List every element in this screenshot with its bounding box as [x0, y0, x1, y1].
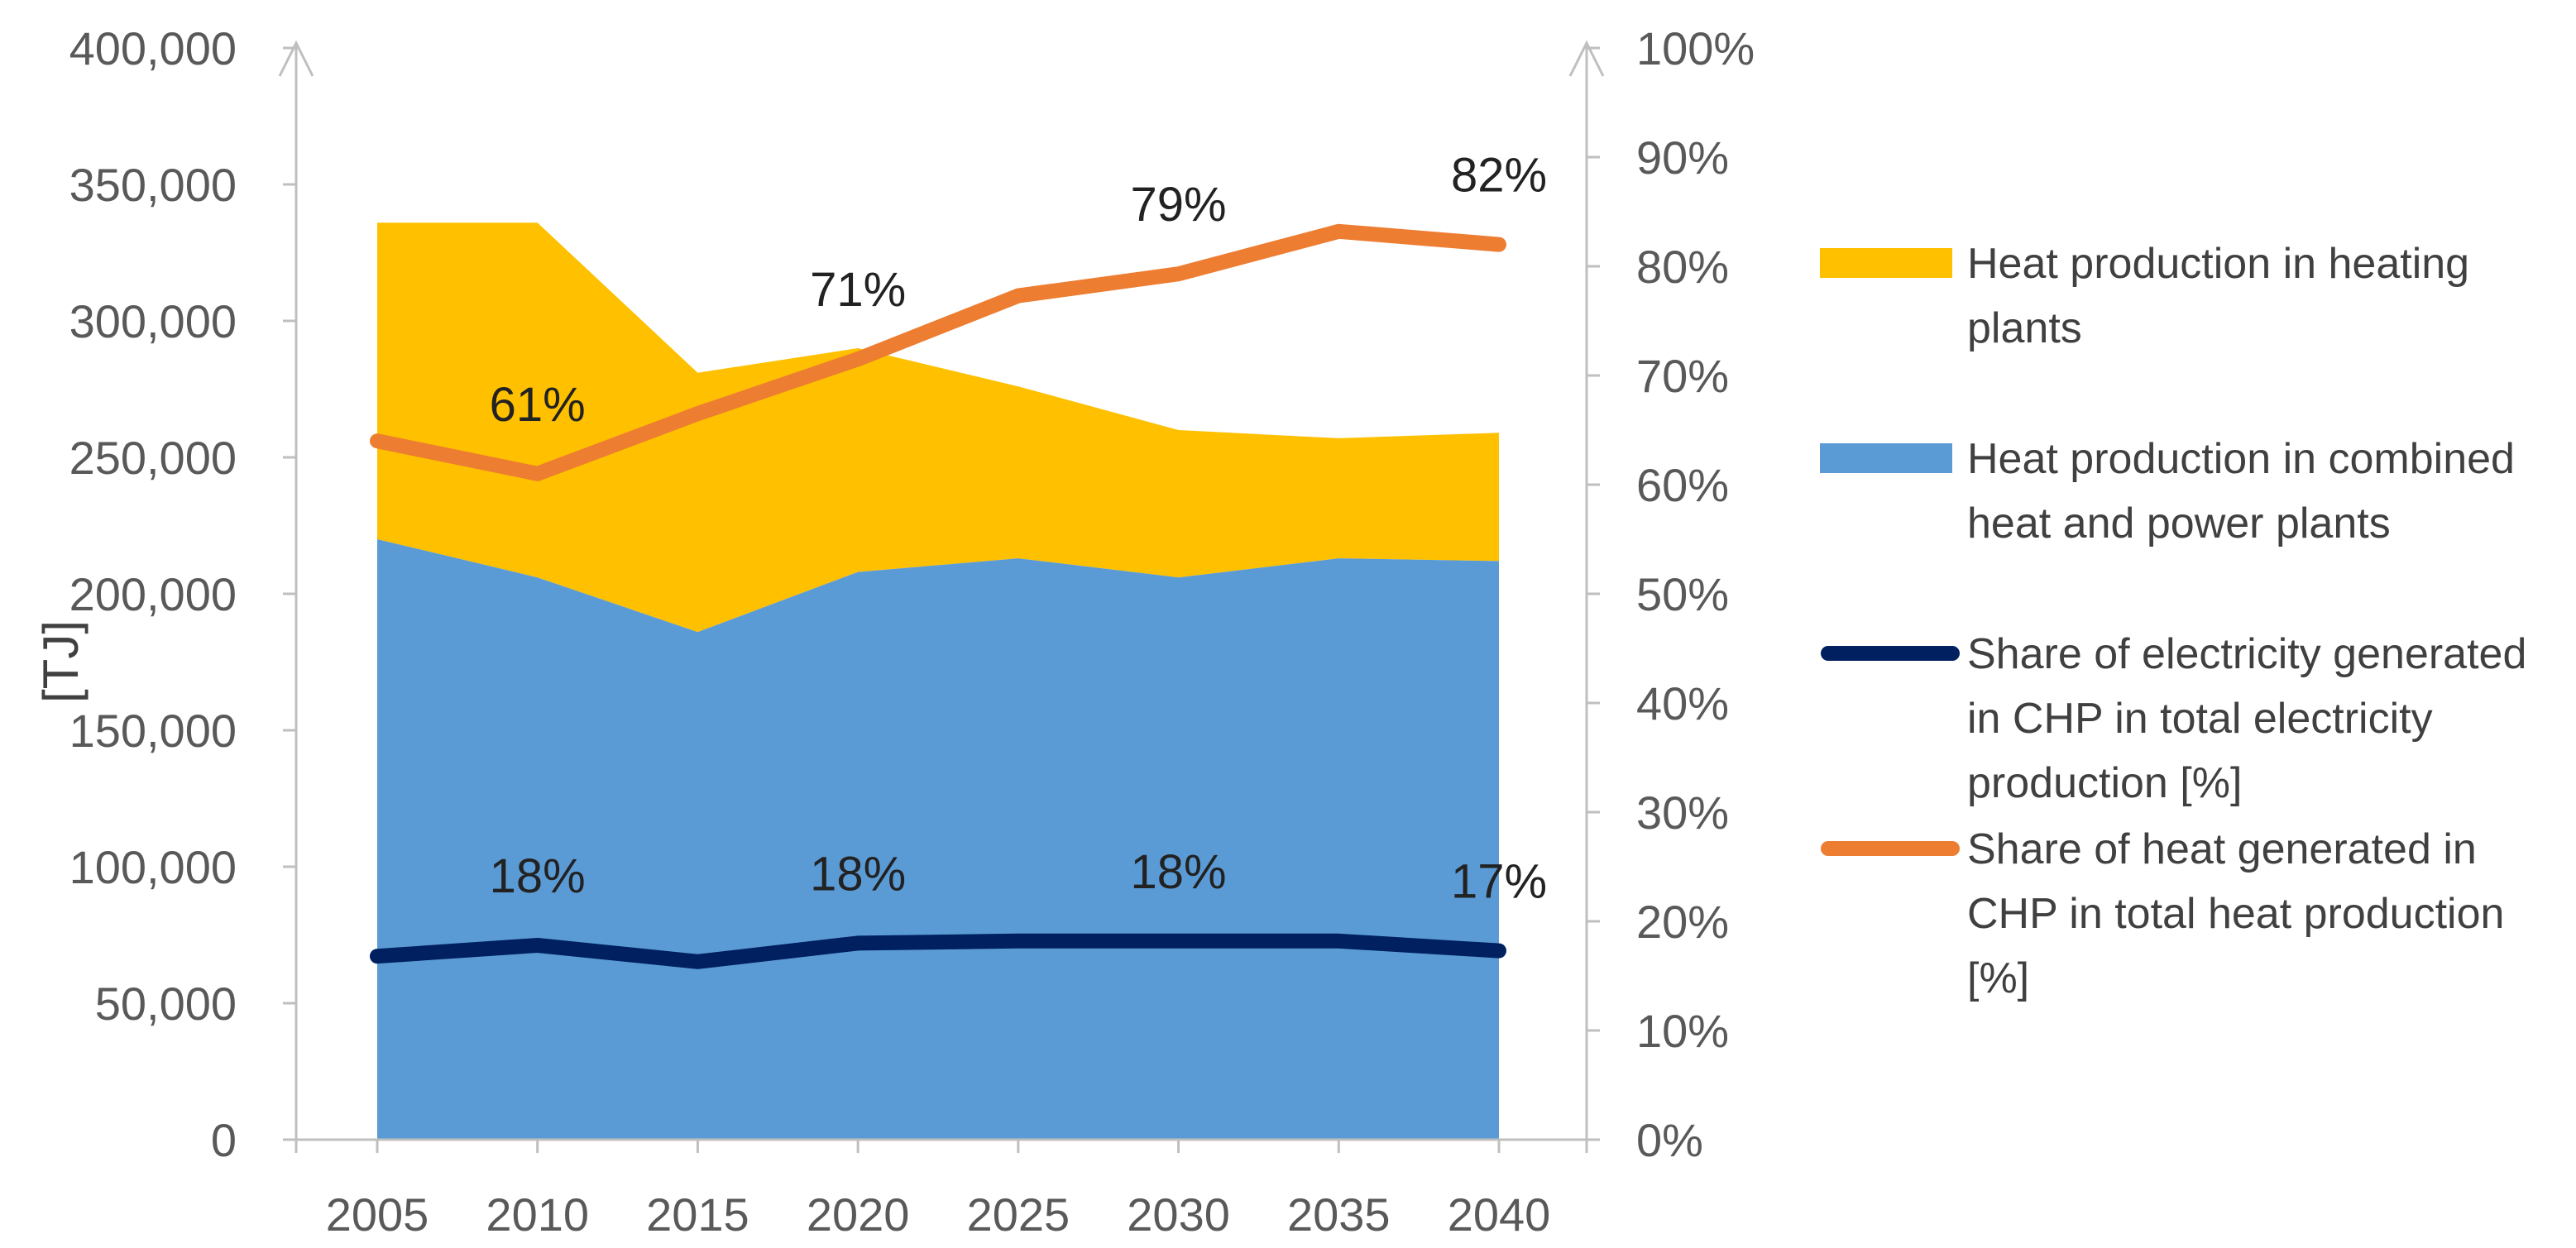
right-tick-label: 70%: [1636, 350, 1729, 402]
right-tick-label: 10%: [1636, 1005, 1729, 1057]
legend-entry: Share of heat generated in CHP in total h…: [1821, 825, 2504, 1002]
x-tick-label: 2005: [326, 1188, 429, 1241]
right-tick-label: 30%: [1636, 787, 1729, 839]
right-axis-arrow: [1568, 40, 1605, 77]
legend-swatch: [1820, 248, 1952, 278]
legend-label: CHP in total heat production: [1967, 890, 2504, 938]
right-tick-label: 50%: [1636, 568, 1729, 620]
right-tick-label: 90%: [1636, 131, 1729, 184]
right-tick-label: 100%: [1636, 22, 1755, 74]
left-tick-label: 50,000: [95, 978, 237, 1030]
right-tick-label: 60%: [1636, 459, 1729, 511]
legend-entry: Heat production in combined heat and powe…: [1820, 435, 2515, 547]
left-axis-arrow: [278, 40, 314, 77]
left-tick-label: 300,000: [69, 295, 237, 347]
left-tick-label: 250,000: [69, 432, 237, 484]
right-tick-label: 0%: [1636, 1114, 1703, 1166]
label-layer: 18% 18% 18% 17% 61% 71% 79% 82%: [490, 149, 1547, 909]
legend-label: Share of electricity generated: [1967, 630, 2526, 678]
left-tick-label: 100,000: [69, 841, 237, 893]
x-tick-label: 2020: [807, 1188, 910, 1241]
left-tick-label: 200,000: [69, 568, 237, 620]
legend-label: plants: [1967, 304, 2082, 352]
x-tick-label: 2015: [646, 1188, 749, 1241]
x-tick-label: 2040: [1448, 1188, 1551, 1241]
data-label-heat-share: 79%: [1131, 178, 1227, 232]
x-tick-label: 2010: [486, 1188, 589, 1241]
legend-label: Heat production in heating: [1967, 240, 2469, 288]
line-heat-share: [370, 223, 1506, 481]
right-tick-label: 20%: [1636, 896, 1729, 948]
legend-label: in CHP in total electricity: [1967, 695, 2433, 743]
legend-entry: Heat production in heating plants: [1820, 240, 2469, 352]
legend-swatch: [1820, 443, 1952, 473]
right-tick-label: 80%: [1636, 241, 1729, 293]
area-layer: [377, 222, 1499, 1140]
legend-entry: Share of electricity generated in CHP in …: [1821, 630, 2526, 807]
legend-label: Heat production in combined: [1967, 435, 2515, 483]
left-tick-label: 150,000: [69, 705, 237, 757]
line-layer: [370, 223, 1506, 969]
data-label-electricity-share: 18%: [1131, 845, 1227, 899]
legend-label: Share of heat generated in: [1967, 825, 2477, 873]
data-label-heat-share: 71%: [810, 263, 906, 317]
axis-layer: 0 50,000 100,000 150,000 200,000 250,000 300,0…: [33, 22, 1755, 1241]
data-label-electricity-share: 17%: [1451, 855, 1547, 909]
x-tick-label: 2035: [1287, 1188, 1391, 1241]
area-chp-plants: [377, 539, 1499, 1140]
left-tick-label: 350,000: [69, 159, 237, 211]
x-tick-label: 2025: [967, 1188, 1070, 1241]
data-label-heat-share: 61%: [490, 378, 586, 432]
left-tick-label: 400,000: [69, 22, 237, 74]
x-tick-label: 2030: [1127, 1188, 1230, 1241]
right-tick-label: 40%: [1636, 677, 1729, 729]
data-label-electricity-share: 18%: [490, 849, 586, 903]
area-heating-plants: [377, 222, 1499, 633]
legend-label: production [%]: [1967, 759, 2242, 807]
data-label-electricity-share: 18%: [810, 847, 906, 901]
data-label-heat-share: 82%: [1451, 149, 1547, 203]
legend-label: [%]: [1967, 954, 2029, 1002]
legend-label: heat and power plants: [1967, 500, 2391, 547]
line-electricity-share: [370, 933, 1506, 969]
y-axis-title: [TJ]: [33, 620, 89, 703]
left-tick-label: 0: [211, 1114, 237, 1166]
